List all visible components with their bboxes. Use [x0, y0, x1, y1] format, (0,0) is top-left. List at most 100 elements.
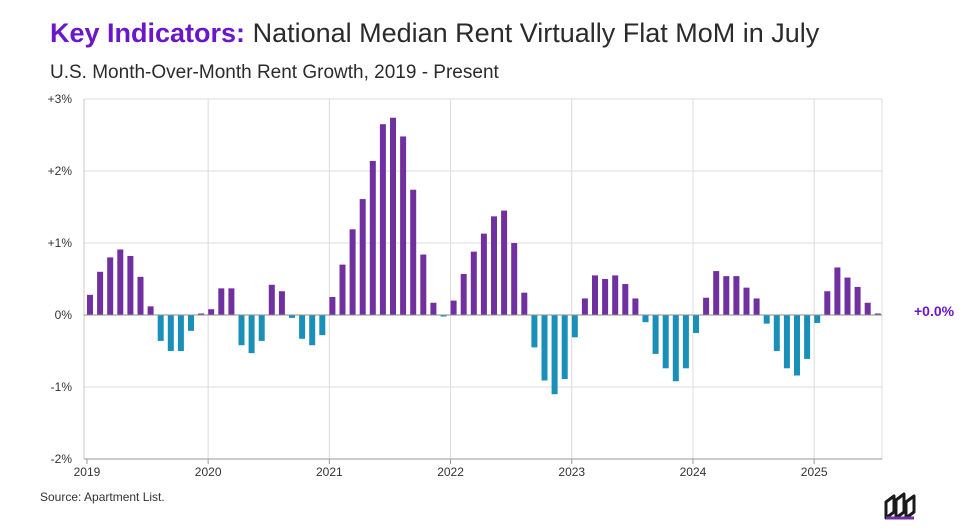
bar — [541, 315, 548, 381]
y-tick-label: 0% — [55, 308, 73, 322]
bar — [440, 315, 447, 317]
bar — [319, 315, 326, 336]
x-tick-label: 2019 — [74, 465, 101, 479]
bar — [824, 291, 831, 315]
bar — [460, 273, 467, 315]
bar — [491, 216, 497, 315]
y-tick-label: +1% — [48, 236, 73, 250]
bar — [874, 313, 881, 315]
bar — [511, 243, 518, 315]
bar — [450, 300, 457, 315]
bar — [400, 136, 407, 315]
bar — [672, 315, 679, 382]
bar — [329, 297, 336, 315]
bar — [248, 315, 255, 354]
x-tick-label: 2020 — [195, 465, 222, 479]
bar — [521, 292, 528, 315]
bar — [864, 302, 871, 315]
x-tick-label: 2024 — [680, 465, 707, 479]
bar — [420, 254, 427, 315]
chart-subtitle: U.S. Month-Over-Month Rent Growth, 2019 … — [50, 62, 499, 83]
bar — [662, 315, 669, 369]
bar — [470, 251, 477, 315]
bar — [238, 315, 245, 346]
bar — [693, 315, 699, 333]
bar — [208, 309, 215, 315]
bar — [783, 315, 790, 369]
bar — [147, 306, 154, 315]
bar — [642, 315, 649, 323]
bar — [763, 315, 770, 324]
title-rest: National Median Rent Virtually Flat MoM … — [245, 18, 820, 48]
bar — [794, 315, 800, 376]
bar — [844, 277, 851, 315]
bar — [773, 315, 780, 351]
bar — [834, 267, 841, 315]
bar — [682, 315, 689, 369]
bar — [581, 298, 588, 315]
bar — [602, 279, 609, 315]
bar — [733, 276, 740, 315]
bar — [854, 286, 861, 315]
bar — [87, 294, 93, 315]
bar — [501, 210, 508, 315]
bar — [814, 315, 821, 323]
bar — [359, 199, 366, 315]
chart-title: Key Indicators: National Median Rent Vir… — [50, 18, 819, 49]
bar — [228, 288, 235, 315]
x-tick-label: 2022 — [437, 465, 464, 479]
bar — [379, 124, 386, 315]
bar — [390, 117, 396, 315]
y-tick-label: +2% — [48, 164, 73, 178]
bar — [561, 315, 568, 380]
bar — [177, 315, 184, 351]
bar — [278, 291, 285, 315]
bar — [753, 298, 760, 315]
latest-value-label: +0.0% — [914, 303, 955, 319]
bar — [167, 315, 174, 351]
bar — [117, 249, 124, 315]
bar — [107, 257, 114, 315]
bar — [137, 276, 144, 315]
bar — [349, 229, 356, 315]
bar — [218, 288, 225, 315]
bar — [612, 275, 619, 315]
bar — [309, 315, 316, 346]
bar — [592, 275, 598, 315]
bar — [723, 276, 730, 315]
y-tick-label: +3% — [48, 92, 73, 106]
bar — [157, 315, 164, 341]
x-tick-label: 2021 — [316, 465, 343, 479]
x-tick-label: 2025 — [801, 465, 828, 479]
bar — [188, 315, 194, 331]
bar — [713, 271, 720, 315]
bar — [289, 315, 295, 318]
bar — [430, 302, 437, 315]
bar — [198, 313, 205, 315]
bar — [632, 298, 639, 315]
bar — [410, 189, 417, 315]
bar — [369, 160, 376, 315]
bar — [804, 315, 811, 359]
bar — [531, 315, 538, 348]
bar — [703, 297, 710, 315]
bar — [480, 233, 487, 315]
y-tick-label: -2% — [51, 452, 73, 466]
title-lead: Key Indicators: — [50, 18, 246, 48]
bar — [339, 264, 346, 315]
apartment-list-logo-icon — [884, 492, 916, 520]
x-tick-label: 2023 — [558, 465, 585, 479]
bar — [268, 284, 275, 315]
source-note: Source: Apartment List. — [40, 490, 165, 504]
bar — [258, 315, 265, 341]
bar — [97, 271, 104, 315]
bar — [743, 287, 750, 315]
bar — [622, 284, 629, 315]
y-tick-label: -1% — [51, 380, 73, 394]
bar — [571, 315, 578, 338]
bar — [551, 315, 558, 395]
bar — [652, 315, 659, 354]
bar — [299, 315, 306, 339]
bar — [127, 255, 134, 315]
